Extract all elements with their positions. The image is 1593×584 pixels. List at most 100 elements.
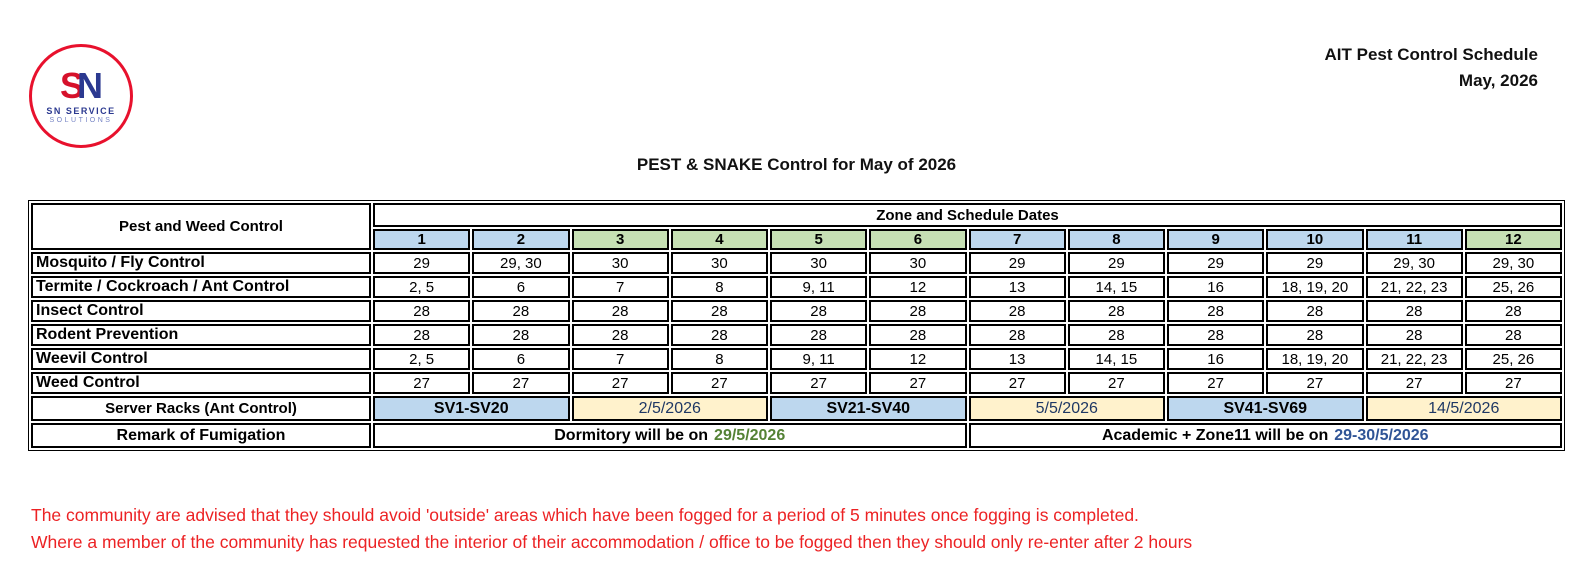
row-label: Server Racks (Ant Control): [31, 396, 371, 421]
schedule-cell: 12: [869, 276, 967, 298]
zone-header-2: 2: [472, 229, 570, 250]
schedule-cell: 28: [670, 300, 768, 322]
schedule-cell: 18, 19, 20: [1266, 348, 1364, 370]
monogram-letter-s: S: [59, 64, 84, 106]
schedule-cell: 25, 26: [1464, 348, 1562, 370]
schedule-cell: 29: [968, 252, 1066, 274]
schedule-cell: 7: [571, 348, 669, 370]
schedule-cell: 28: [1167, 324, 1265, 346]
schedule-cell: 27: [1464, 372, 1562, 394]
schedule-cell: 28: [1266, 300, 1364, 322]
schedule-cell: 29, 30: [472, 252, 570, 274]
schedule-cell: 16: [1167, 348, 1265, 370]
schedule-cell: 28: [472, 300, 570, 322]
schedule-cell: 29, 30: [1365, 252, 1463, 274]
row-label: Rodent Prevention: [31, 324, 371, 346]
schedule-cell: 27: [571, 372, 669, 394]
server-rack-range-cell: SV41-SV69: [1167, 396, 1364, 421]
remark-dormitory-cell: Dormitory will be on 29/5/2026: [373, 423, 967, 448]
schedule-cell: 21, 22, 23: [1365, 348, 1463, 370]
row-label: Remark of Fumigation: [31, 423, 371, 448]
monogram-letter-n: N: [77, 64, 103, 106]
logo-company-name: SN SERVICE: [46, 105, 116, 116]
table-row-rodent-prevention: Rodent Prevention 28 28 28 28 28 28 28 2…: [31, 324, 1562, 346]
document-date: May, 2026: [1458, 71, 1538, 90]
schedule-cell: 28: [869, 324, 967, 346]
row-label: Insect Control: [31, 300, 371, 322]
zone-header-7: 7: [968, 229, 1066, 250]
schedule-cell: 28: [571, 324, 669, 346]
schedule-cell: 27: [670, 372, 768, 394]
schedule-cell: 13: [968, 276, 1066, 298]
schedule-cell: 27: [1266, 372, 1364, 394]
remark-academic-text: Academic + Zone11 will be on: [1101, 426, 1329, 444]
corner-header: Pest and Weed Control: [31, 203, 371, 250]
row-label: Weevil Control: [31, 348, 371, 370]
schedule-cell: 27: [968, 372, 1066, 394]
schedule-cell: 30: [869, 252, 967, 274]
sn-monogram: SN: [60, 67, 103, 103]
schedule-cell: 28: [1365, 300, 1463, 322]
schedule-cell: 28: [1464, 324, 1562, 346]
zone-header-8: 8: [1067, 229, 1165, 250]
server-rack-range-cell: SV21-SV40: [770, 396, 967, 421]
schedule-cell: 29: [1266, 252, 1364, 274]
schedule-cell: 21, 22, 23: [1365, 276, 1463, 298]
schedule-cell: 28: [770, 324, 868, 346]
table-row-server-racks: Server Racks (Ant Control) SV1-SV20 2/5/…: [31, 396, 1562, 421]
schedule-cell: 28: [472, 324, 570, 346]
row-label: Termite / Cockroach / Ant Control: [31, 276, 371, 298]
schedule-cell: 28: [869, 300, 967, 322]
zone-header-6: 6: [869, 229, 967, 250]
zone-header-11: 11: [1365, 229, 1463, 250]
schedule-cell: 16: [1167, 276, 1265, 298]
server-rack-date-cell: 2/5/2026: [571, 396, 768, 421]
table-row-remark-fumigation: Remark of Fumigation Dormitory will be o…: [31, 423, 1562, 448]
schedule-cell: 28: [373, 300, 471, 322]
remark-academic-cell: Academic + Zone11 will be on 29-30/5/2026: [968, 423, 1562, 448]
table-row-termite-cockroach-ant-control: Termite / Cockroach / Ant Control 2, 5 6…: [31, 276, 1562, 298]
schedule-cell: 29: [373, 252, 471, 274]
schedule-cell: 27: [1067, 372, 1165, 394]
schedule-cell: 18, 19, 20: [1266, 276, 1364, 298]
schedule-cell: 2, 5: [373, 348, 471, 370]
schedule-cell: 28: [571, 300, 669, 322]
schedule-cell: 8: [670, 348, 768, 370]
zone-header-10: 10: [1266, 229, 1364, 250]
schedule-cell: 28: [1067, 300, 1165, 322]
schedule-cell: 2, 5: [373, 276, 471, 298]
advisory-note-line-1: The community are advised that they shou…: [31, 505, 1139, 525]
server-rack-range-cell: SV1-SV20: [373, 396, 570, 421]
schedule-cell: 27: [869, 372, 967, 394]
remark-dormitory-date: 29/5/2026: [714, 426, 786, 444]
schedule-cell: 27: [373, 372, 471, 394]
zone-header-12: 12: [1464, 229, 1562, 250]
schedule-cell: 28: [968, 300, 1066, 322]
schedule-cell: 7: [571, 276, 669, 298]
remark-dormitory-text: Dormitory will be on: [554, 426, 709, 444]
row-label: Weed Control: [31, 372, 371, 394]
schedule-cell: 28: [1067, 324, 1165, 346]
schedule-cell: 14, 15: [1067, 276, 1165, 298]
schedule-cell: 13: [968, 348, 1066, 370]
table-row-weed-control: Weed Control 27 27 27 27 27 27 27 27 27 …: [31, 372, 1562, 394]
table-title: PEST & SNAKE Control for May of 2026: [636, 155, 957, 174]
server-rack-date-cell: 5/5/2026: [968, 396, 1165, 421]
zone-header-9: 9: [1167, 229, 1265, 250]
schedule-cell: 28: [770, 300, 868, 322]
table-row-mosquito-fly-control: Mosquito / Fly Control 29 29, 30 30 30 3…: [31, 252, 1562, 274]
schedule-cell: 27: [1365, 372, 1463, 394]
remark-academic-date: 29-30/5/2026: [1334, 426, 1429, 444]
zone-number-row: 1 2 3 4 5 6 7 8 9 10 11 12: [31, 229, 1562, 250]
schedule-cell: 6: [472, 276, 570, 298]
schedule-cell: 29: [1167, 252, 1265, 274]
schedule-cell: 8: [670, 276, 768, 298]
schedule-cell: 9, 11: [770, 348, 868, 370]
table-row-weevil-control: Weevil Control 2, 5 6 7 8 9, 11 12 13 14…: [31, 348, 1562, 370]
schedule-cell: 30: [571, 252, 669, 274]
pest-control-schedule-table: Pest and Weed Control Zone and Schedule …: [28, 200, 1565, 451]
advisory-notes: The community are advised that they shou…: [31, 502, 1192, 556]
schedule-cell: 28: [1365, 324, 1463, 346]
zone-header-1: 1: [373, 229, 471, 250]
